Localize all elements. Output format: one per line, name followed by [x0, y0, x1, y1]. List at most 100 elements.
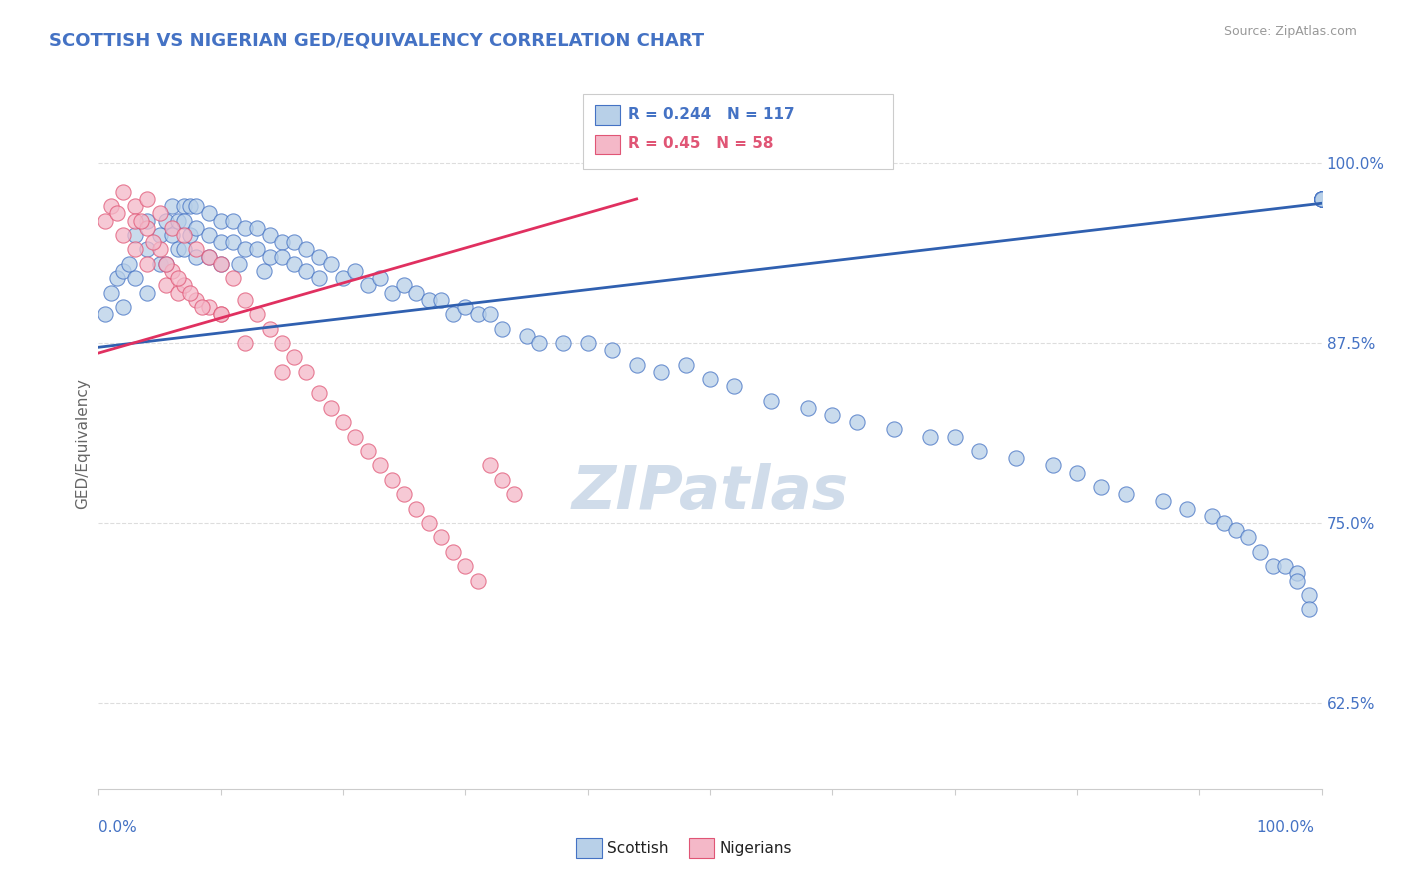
- Point: [233, 220, 256, 235]
- Point: [1310, 192, 1333, 206]
- Point: [270, 250, 294, 264]
- Point: [1298, 602, 1320, 616]
- Point: [319, 257, 342, 271]
- Point: [111, 300, 134, 314]
- Point: [252, 264, 274, 278]
- Point: [295, 264, 318, 278]
- Point: [1004, 451, 1026, 466]
- Point: [142, 235, 165, 249]
- Point: [283, 257, 305, 271]
- Point: [167, 285, 190, 300]
- Point: [527, 335, 550, 350]
- Point: [186, 250, 208, 264]
- Point: [368, 458, 391, 473]
- Point: [1310, 192, 1333, 206]
- Point: [478, 458, 501, 473]
- Point: [136, 213, 159, 227]
- Point: [308, 386, 330, 401]
- Point: [797, 401, 820, 415]
- Point: [197, 206, 219, 220]
- Point: [167, 271, 190, 285]
- Point: [1237, 530, 1260, 544]
- Point: [478, 307, 501, 321]
- Point: [368, 271, 391, 285]
- Point: [173, 227, 195, 242]
- Point: [246, 220, 269, 235]
- Point: [149, 206, 172, 220]
- Point: [308, 250, 330, 264]
- Point: [967, 444, 990, 458]
- Text: ZIPatlas: ZIPatlas: [571, 463, 849, 522]
- Point: [222, 235, 245, 249]
- Point: [319, 401, 342, 415]
- Point: [441, 545, 464, 559]
- Point: [197, 250, 219, 264]
- Point: [209, 257, 232, 271]
- Point: [295, 365, 318, 379]
- Point: [1115, 487, 1137, 501]
- Point: [179, 285, 201, 300]
- Point: [155, 278, 177, 293]
- Point: [270, 335, 294, 350]
- Point: [1310, 192, 1333, 206]
- Point: [1201, 508, 1223, 523]
- Point: [233, 243, 256, 257]
- Point: [111, 227, 134, 242]
- Point: [576, 335, 599, 350]
- Point: [675, 358, 697, 372]
- Point: [723, 379, 745, 393]
- Point: [270, 235, 294, 249]
- Point: [186, 243, 208, 257]
- Point: [1310, 192, 1333, 206]
- Point: [381, 473, 404, 487]
- Point: [491, 321, 513, 335]
- Point: [344, 264, 367, 278]
- Point: [167, 243, 190, 257]
- Point: [149, 257, 172, 271]
- Point: [186, 199, 208, 213]
- Point: [209, 235, 232, 249]
- Point: [1042, 458, 1064, 473]
- Point: [173, 243, 195, 257]
- Point: [160, 199, 183, 213]
- Point: [295, 243, 318, 257]
- Point: [111, 264, 134, 278]
- Point: [100, 285, 122, 300]
- Point: [246, 307, 269, 321]
- Point: [1212, 516, 1234, 530]
- Point: [160, 227, 183, 242]
- Point: [1249, 545, 1271, 559]
- Point: [209, 307, 232, 321]
- Point: [105, 271, 128, 285]
- Point: [222, 271, 245, 285]
- Point: [259, 250, 281, 264]
- Point: [943, 429, 966, 443]
- Point: [1310, 192, 1333, 206]
- Text: Source: ZipAtlas.com: Source: ZipAtlas.com: [1223, 25, 1357, 38]
- Point: [233, 293, 256, 307]
- Point: [136, 220, 159, 235]
- Y-axis label: GED/Equivalency: GED/Equivalency: [75, 378, 90, 509]
- Point: [173, 213, 195, 227]
- Point: [1310, 192, 1333, 206]
- Point: [344, 429, 367, 443]
- Point: [1310, 192, 1333, 206]
- Point: [124, 199, 146, 213]
- Point: [650, 365, 672, 379]
- Point: [1286, 574, 1309, 588]
- Point: [105, 206, 128, 220]
- Point: [1090, 480, 1112, 494]
- Point: [167, 213, 190, 227]
- Point: [124, 271, 146, 285]
- Point: [259, 227, 281, 242]
- Text: 0.0%: 0.0%: [98, 821, 138, 835]
- Point: [100, 199, 122, 213]
- Point: [197, 250, 219, 264]
- Point: [1286, 566, 1309, 581]
- Point: [553, 335, 575, 350]
- Point: [441, 307, 464, 321]
- Text: Scottish: Scottish: [607, 841, 669, 855]
- Point: [381, 285, 404, 300]
- Point: [1298, 588, 1320, 602]
- Point: [845, 415, 868, 429]
